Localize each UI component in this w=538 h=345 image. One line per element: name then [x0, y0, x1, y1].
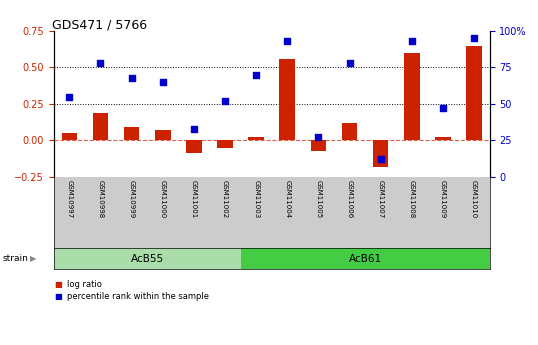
Point [314, 135, 323, 140]
Point [65, 94, 74, 99]
Text: GSM11010: GSM11010 [471, 180, 477, 219]
Point [96, 60, 105, 66]
Point [283, 39, 292, 44]
Text: GSM10997: GSM10997 [66, 180, 73, 219]
Bar [186, 140, 202, 154]
Text: percentile rank within the sample: percentile rank within the sample [67, 292, 209, 301]
Text: GSM11007: GSM11007 [378, 180, 384, 219]
Text: GSM11000: GSM11000 [160, 180, 166, 219]
Text: ▶: ▶ [30, 254, 36, 263]
Bar [54, 248, 240, 269]
Point [438, 106, 447, 111]
Bar [93, 113, 108, 140]
Text: ■: ■ [54, 280, 62, 289]
Bar [249, 137, 264, 140]
Bar [466, 46, 482, 140]
Text: GSM10999: GSM10999 [129, 180, 134, 219]
Text: GSM11006: GSM11006 [346, 180, 352, 219]
Point [377, 157, 385, 162]
Text: GSM11004: GSM11004 [284, 180, 291, 218]
Text: ■: ■ [54, 292, 62, 301]
Bar [217, 140, 233, 148]
Text: log ratio: log ratio [67, 280, 102, 289]
Bar [435, 137, 451, 140]
Text: GDS471 / 5766: GDS471 / 5766 [52, 18, 147, 31]
Text: GSM11002: GSM11002 [222, 180, 228, 218]
Bar [404, 53, 420, 140]
Bar [279, 59, 295, 140]
Point [221, 98, 229, 104]
Text: GSM11003: GSM11003 [253, 180, 259, 219]
Point [345, 60, 354, 66]
Bar [155, 130, 171, 140]
Bar [342, 123, 357, 140]
Bar [373, 140, 388, 167]
Point [470, 36, 478, 41]
Bar [61, 133, 77, 140]
Text: GSM11005: GSM11005 [315, 180, 321, 218]
Text: GSM11008: GSM11008 [409, 180, 415, 219]
Text: GSM10998: GSM10998 [97, 180, 103, 219]
Text: AcB61: AcB61 [349, 254, 381, 264]
Bar [240, 248, 490, 269]
Point [189, 126, 198, 131]
Point [407, 39, 416, 44]
Point [252, 72, 260, 78]
Text: GSM11009: GSM11009 [440, 180, 446, 219]
Text: GSM11001: GSM11001 [191, 180, 197, 219]
Point [158, 79, 167, 85]
Text: AcB55: AcB55 [131, 254, 164, 264]
Bar [124, 127, 139, 140]
Point [128, 75, 136, 80]
Text: strain: strain [3, 254, 29, 263]
Bar [310, 140, 326, 150]
